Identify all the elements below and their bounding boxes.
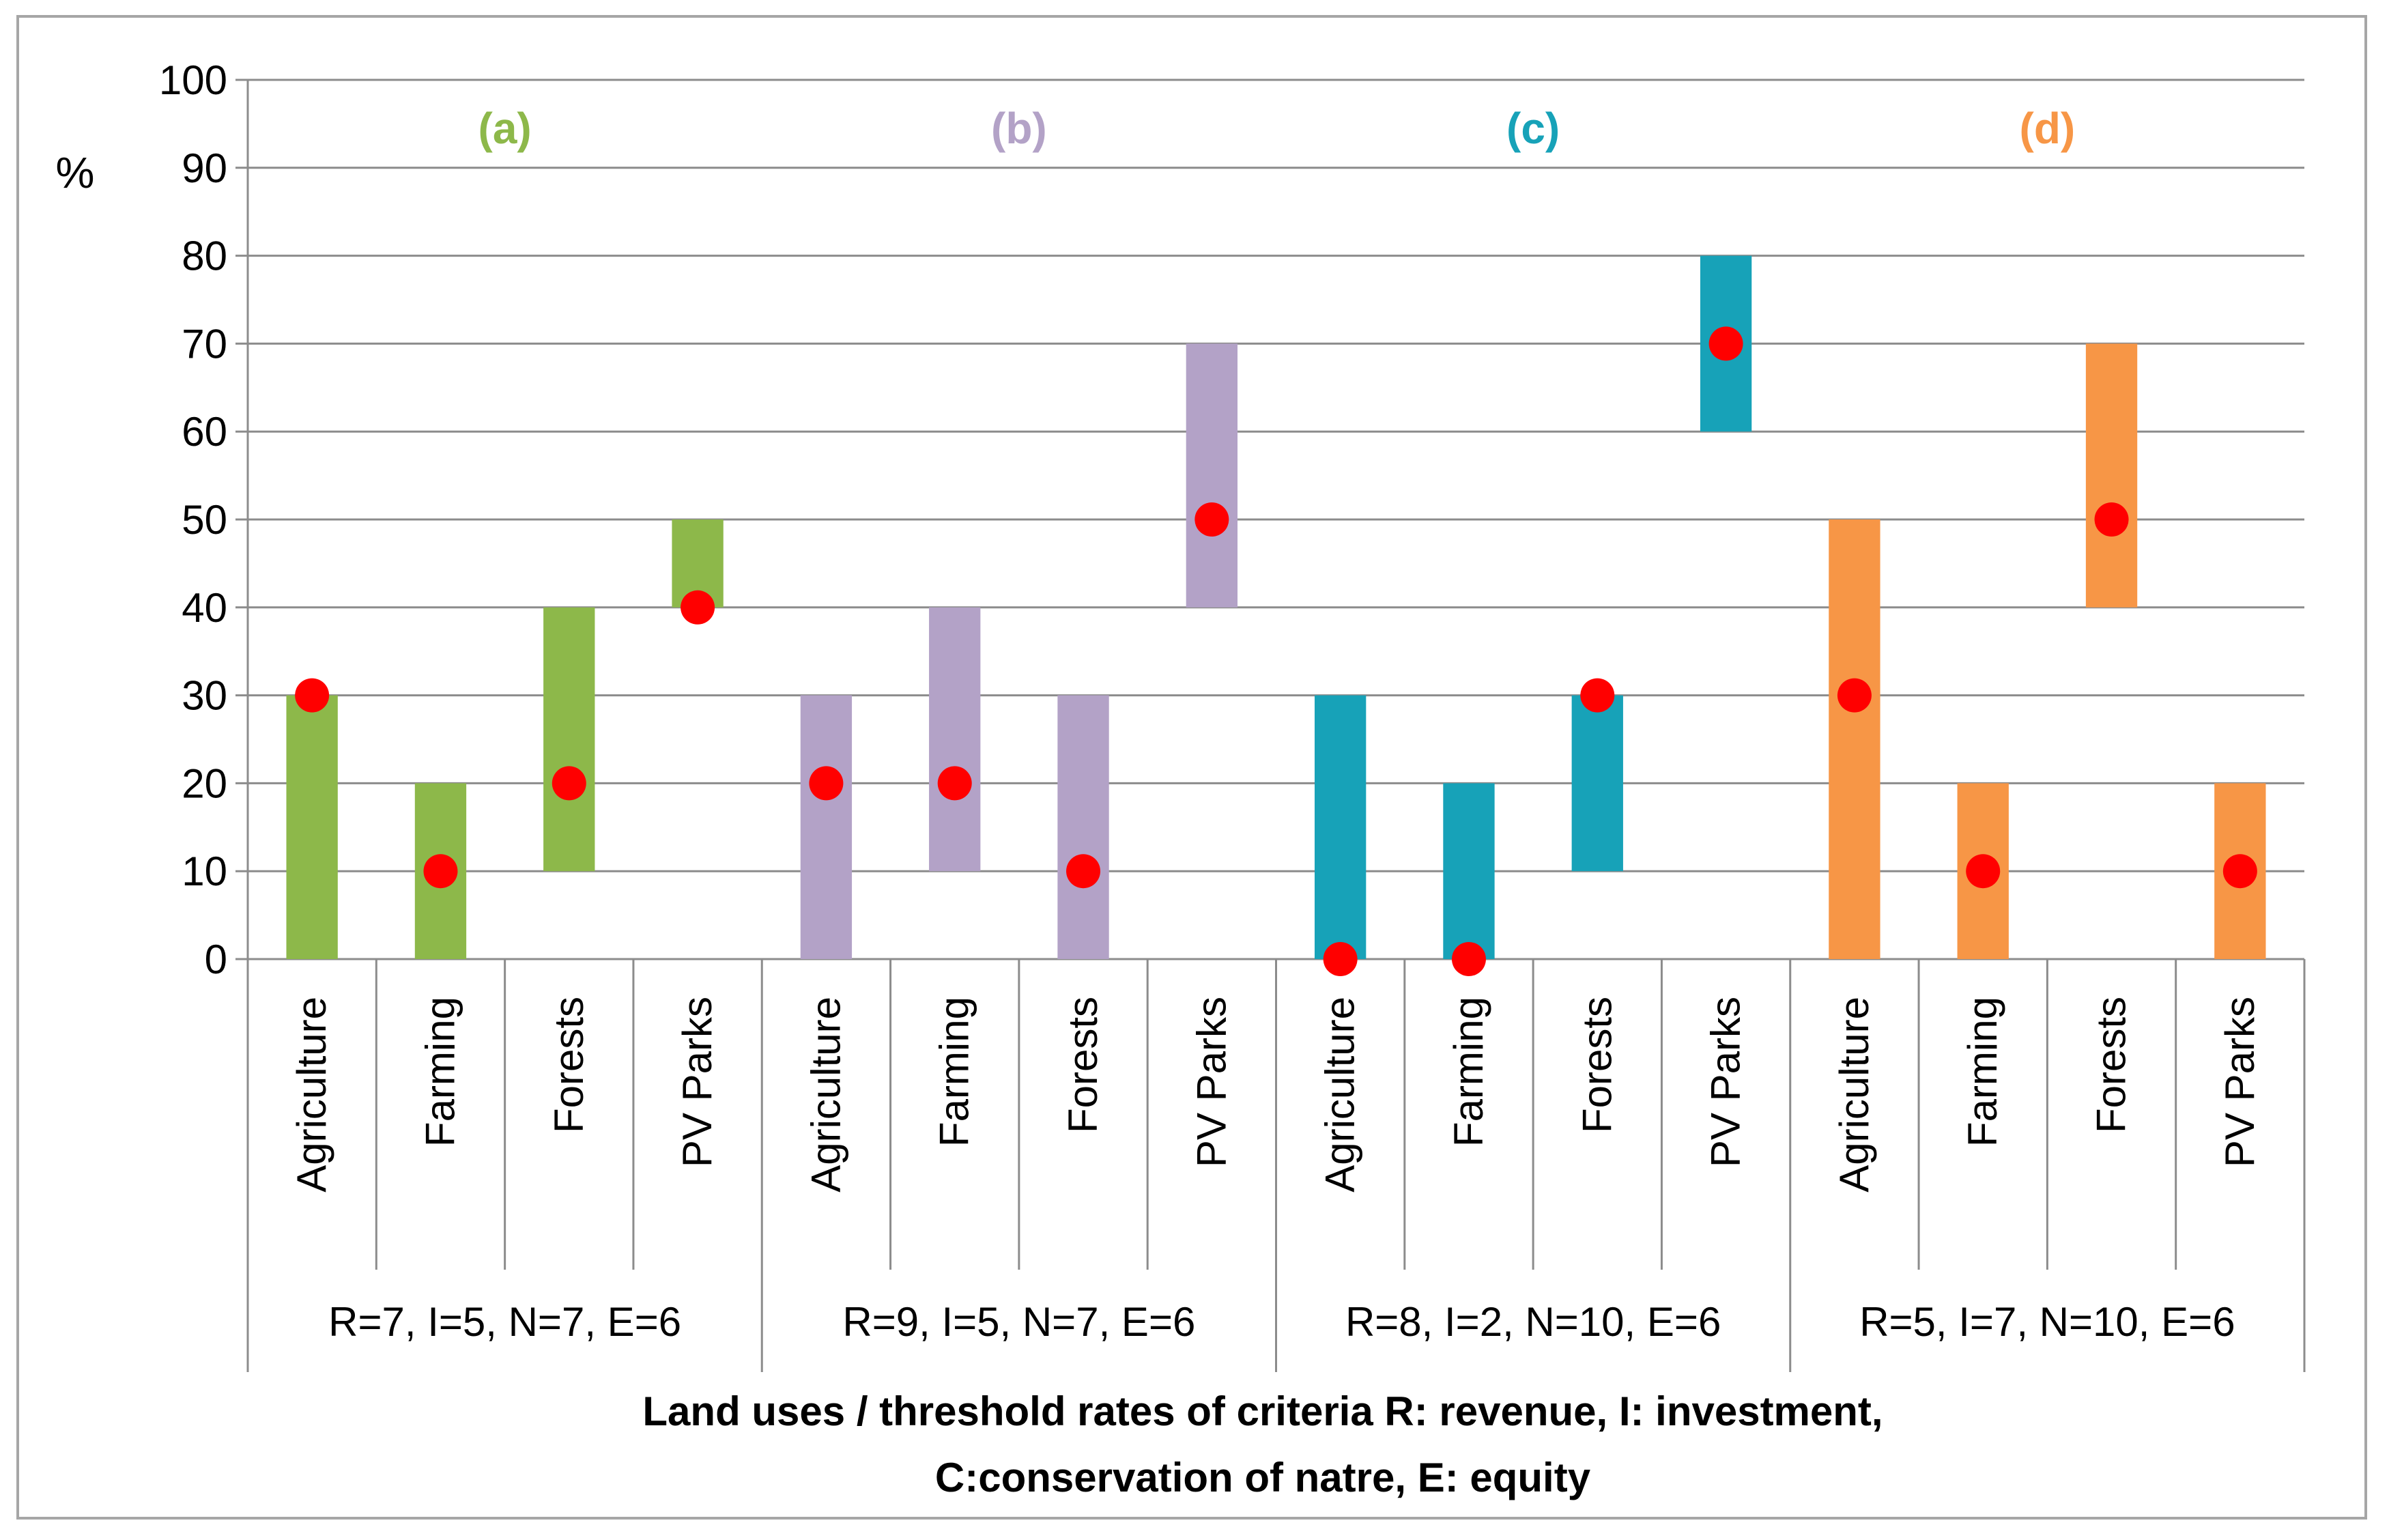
y-tick-label: 20 (182, 760, 227, 806)
y-tick-label: 60 (182, 409, 227, 455)
range-bar-b-pv-parks (1186, 343, 1238, 608)
value-point-c-agriculture (1323, 942, 1358, 976)
y-tick-label: 100 (159, 57, 227, 103)
y-tick-label: 0 (205, 937, 227, 982)
x-category-label: Farming (1446, 997, 1491, 1147)
panel-labels: (a) (b) (c) (d) (478, 104, 2076, 153)
chart-frame (16, 15, 2367, 1520)
y-tick-label: 10 (182, 849, 227, 894)
range-bar-b-farming (929, 607, 981, 872)
value-point-b-pv-parks (1194, 502, 1229, 537)
value-point-b-farming (937, 766, 972, 801)
y-tick-label: 40 (182, 585, 227, 631)
range-bar-c-farming (1443, 783, 1495, 959)
range-bar-d-forests (2085, 343, 2138, 608)
y-tick-label: 30 (182, 673, 227, 719)
value-point-c-forests (1580, 678, 1615, 713)
x-category-label: PV Parks (1703, 997, 1749, 1167)
value-point-b-forests (1066, 854, 1101, 889)
value-point-c-pv-parks (1708, 326, 1743, 361)
value-point-d-forests (2094, 502, 2129, 537)
y-tick-label: 90 (182, 145, 227, 191)
x-category-label: Agriculture (1317, 997, 1363, 1193)
y-tick-label: 70 (182, 321, 227, 367)
y-tick-label: 50 (182, 497, 227, 543)
value-point-c-farming (1451, 942, 1486, 976)
y-tick-labels: 0 10 20 30 40 50 60 70 80 90 100 (159, 57, 227, 982)
panel-label: (b) (991, 104, 1047, 153)
x-category-label: PV Parks (2217, 997, 2263, 1167)
x-category-label: Agriculture (1831, 997, 1877, 1193)
value-point-a-pv-parks (681, 590, 715, 625)
group-labels: R=7, I=5, N=7, E=6 R=9, I=5, N=7, E=6 R=8,… (328, 1299, 2235, 1345)
x-category-label: Farming (932, 997, 977, 1147)
panel-label: (c) (1506, 104, 1560, 153)
value-point-a-forests (552, 766, 586, 801)
value-point-d-agriculture (1837, 678, 1872, 713)
value-points (295, 326, 2257, 976)
x-category-label: Agriculture (289, 997, 334, 1193)
group-threshold-label: R=7, I=5, N=7, E=6 (328, 1299, 681, 1345)
range-bar-b-forests (1057, 695, 1109, 959)
x-axis-title-line-1: Land uses / threshold rates of criteria … (642, 1388, 1883, 1434)
group-threshold-label: R=8, I=2, N=10, E=6 (1345, 1299, 1721, 1345)
value-point-a-farming (423, 854, 458, 889)
x-category-label: Forests (1060, 997, 1106, 1133)
range-bar-a-forests (543, 607, 595, 872)
x-axis-title-line-2: C:conservation of natre, E: equity (935, 1455, 1591, 1500)
panel-label: (d) (2020, 104, 2076, 153)
value-point-a-agriculture (295, 678, 330, 713)
x-category-label: Forests (1574, 997, 1620, 1133)
range-bar-c-forests (1571, 695, 1623, 872)
range-bar-d-agriculture (1829, 519, 1880, 959)
x-category-labels: Agriculture Farming Forests PV Parks Agricul… (289, 997, 2263, 1193)
x-category-label: Farming (1960, 997, 2005, 1147)
axes (235, 79, 2306, 1372)
range-bar-c-agriculture (1314, 695, 1367, 959)
range-bar-a-agriculture (286, 695, 338, 959)
x-category-label: Forests (2089, 997, 2134, 1133)
group-threshold-label: R=5, I=7, N=10, E=6 (1859, 1299, 2235, 1345)
y-tick-label: 80 (182, 233, 227, 279)
x-category-label: PV Parks (674, 997, 720, 1167)
value-point-d-farming (1966, 854, 2001, 889)
x-category-label: Farming (417, 997, 463, 1147)
value-point-b-agriculture (809, 766, 844, 801)
x-category-label: Agriculture (803, 997, 848, 1193)
range-bar-b-agriculture (800, 695, 853, 959)
x-category-label: PV Parks (1188, 997, 1234, 1167)
panel-label: (a) (478, 104, 532, 153)
y-axis-label: % (56, 148, 95, 197)
range-bars (286, 255, 2266, 959)
group-threshold-label: R=9, I=5, N=7, E=6 (842, 1299, 1195, 1345)
value-point-d-pv-parks (2222, 854, 2257, 889)
x-category-label: Forests (546, 997, 592, 1133)
